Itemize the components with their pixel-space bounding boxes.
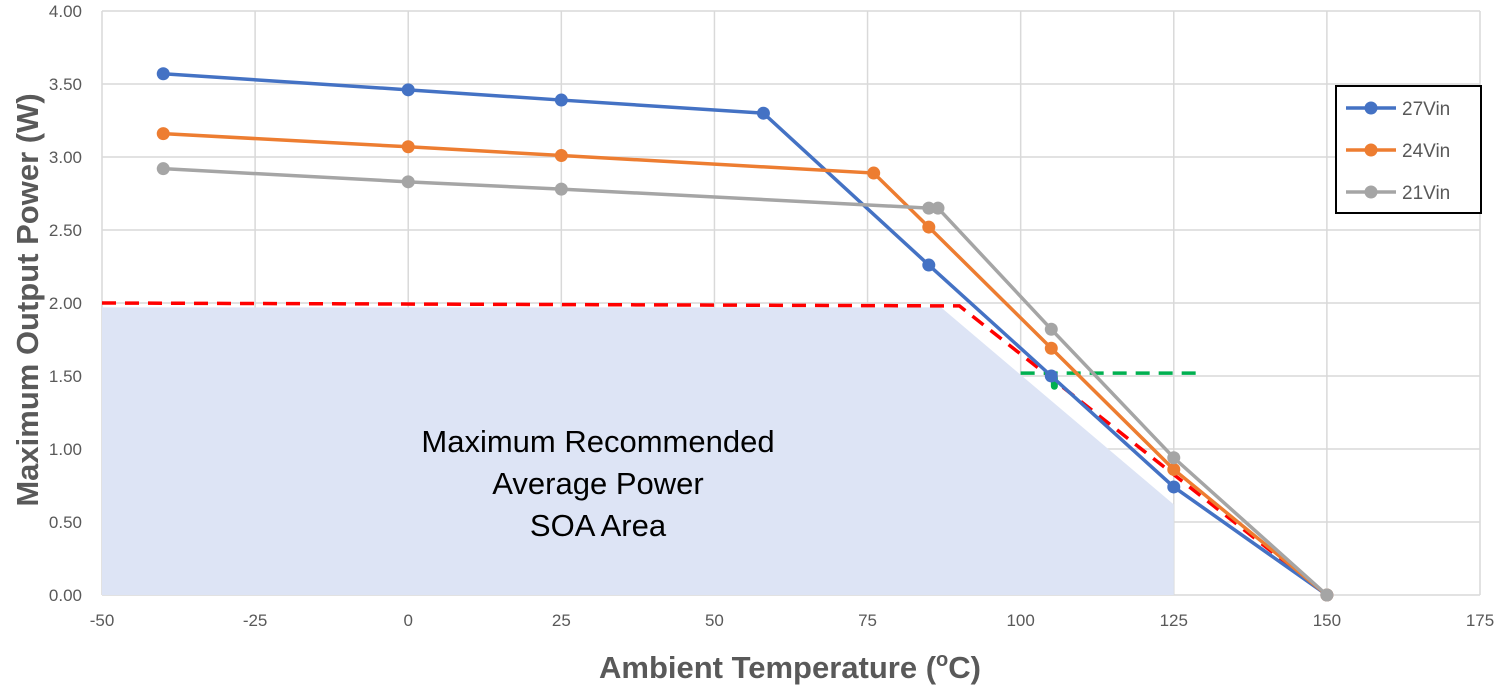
data-point-27Vin (401, 83, 415, 97)
y-tick-label: 0.50 (49, 513, 82, 532)
data-point-24Vin (156, 127, 170, 141)
y-tick-label: 0.00 (49, 586, 82, 605)
legend-label-24Vin: 24Vin (1402, 141, 1450, 162)
x-tick-label: 125 (1160, 611, 1188, 630)
soa-annotation-line-2: Average Power (492, 466, 703, 501)
legend-marker-21Vin (1364, 185, 1378, 199)
x-tick-label: 150 (1313, 611, 1341, 630)
x-tick-label: 75 (858, 611, 877, 630)
legend-marker-27Vin (1364, 101, 1378, 115)
x-axis-label: Ambient Temperature (oC) (599, 649, 981, 685)
soa-area-layer (102, 307, 1174, 595)
x-tick-label: 175 (1466, 611, 1494, 630)
soa-area (102, 307, 1174, 595)
data-point-21Vin (922, 201, 936, 215)
x-tick-label: -50 (90, 611, 115, 630)
series-layer (156, 67, 1334, 602)
data-point-21Vin (156, 162, 170, 176)
y-tick-label: 1.50 (49, 367, 82, 386)
data-point-27Vin (922, 258, 936, 272)
data-point-21Vin (1320, 588, 1334, 602)
data-point-21Vin (554, 182, 568, 196)
x-tick-label: -25 (243, 611, 268, 630)
x-tick-label: 50 (705, 611, 724, 630)
red-derating-dashed (101, 301, 1328, 597)
y-tick-label: 1.00 (49, 440, 82, 459)
data-point-21Vin (1044, 322, 1058, 336)
y-tick-label: 2.50 (49, 221, 82, 240)
data-point-21Vin (1167, 451, 1181, 465)
y-tick-label: 4.00 (49, 2, 82, 21)
data-point-24Vin (401, 140, 415, 154)
data-point-24Vin (922, 220, 936, 234)
data-point-24Vin (867, 166, 881, 180)
data-point-21Vin (401, 175, 415, 189)
series-line-27Vin (163, 72, 1328, 597)
y-tick-label: 3.00 (49, 148, 82, 167)
x-tick-label: 25 (552, 611, 571, 630)
data-point-27Vin (1167, 480, 1181, 494)
data-point-24Vin (1167, 462, 1181, 476)
data-point-27Vin (554, 93, 568, 107)
legend-label-27Vin: 27Vin (1402, 99, 1450, 120)
tick-labels: -50 -25 0 25 50 75 100 125 150 175 0.00 0.50 1.00 1.5… (49, 2, 1494, 630)
legend-label-21Vin: 21Vin (1402, 183, 1450, 204)
series-line-24Vin (163, 131, 1328, 597)
legend: 27Vin 24Vin 21Vin (1335, 85, 1482, 214)
soa-annotation-line-3: SOA Area (530, 508, 667, 543)
y-axis-label: Maximum Output Power (W) (10, 93, 45, 506)
y-tick-label: 2.00 (49, 294, 82, 313)
data-point-24Vin (554, 149, 568, 163)
soa-annotation-line-1: Maximum Recommended (421, 424, 774, 459)
data-point-27Vin (756, 106, 770, 120)
data-point-27Vin (1044, 369, 1058, 383)
x-tick-label: 0 (403, 611, 412, 630)
data-point-21Vin (931, 201, 945, 215)
legend-marker-24Vin (1364, 143, 1378, 157)
y-tick-label: 3.50 (49, 75, 82, 94)
data-point-27Vin (156, 67, 170, 81)
x-tick-label: 100 (1006, 611, 1034, 630)
data-point-24Vin (1044, 341, 1058, 355)
